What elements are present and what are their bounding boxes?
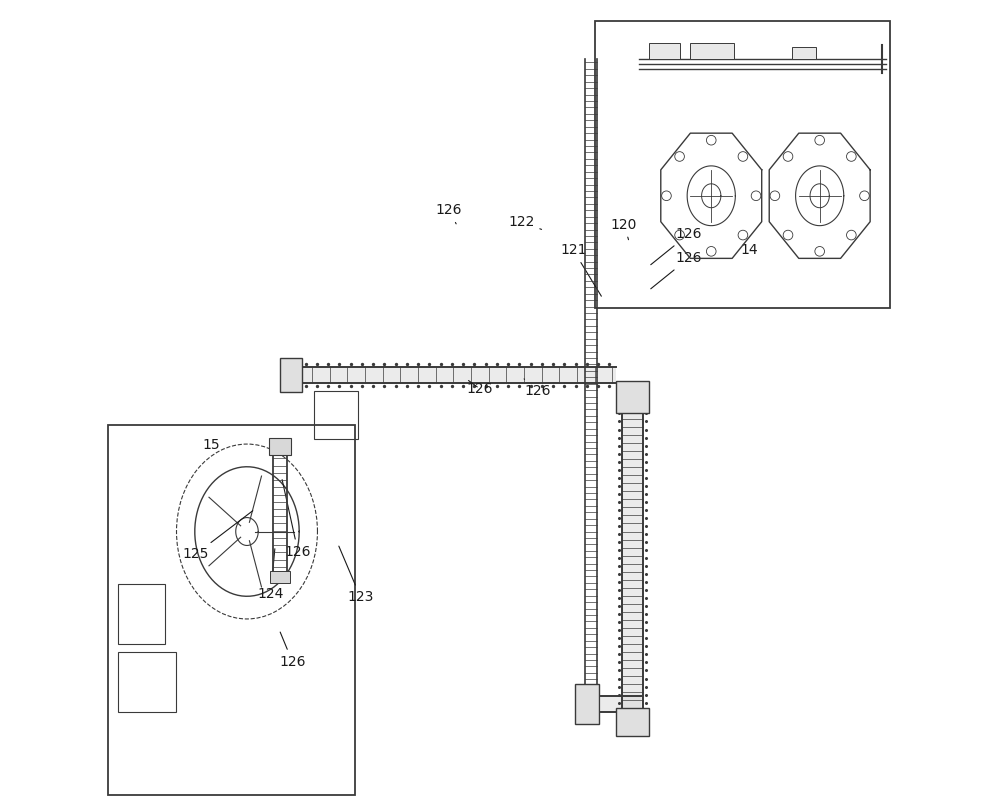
Bar xyxy=(616,381,649,413)
Bar xyxy=(622,395,643,725)
Text: 126: 126 xyxy=(651,251,702,289)
Bar xyxy=(118,652,176,713)
Bar xyxy=(649,44,680,59)
Bar xyxy=(118,584,165,644)
Bar xyxy=(280,358,302,392)
Text: 124: 124 xyxy=(257,549,284,601)
Bar xyxy=(595,21,890,308)
Bar xyxy=(601,696,641,713)
Bar xyxy=(269,438,291,455)
Bar xyxy=(314,391,358,439)
Bar xyxy=(616,708,649,736)
Bar xyxy=(298,367,616,383)
Text: 126: 126 xyxy=(651,227,702,264)
Text: 126: 126 xyxy=(279,632,306,669)
Bar xyxy=(792,48,816,59)
Text: 14: 14 xyxy=(740,243,758,257)
Bar xyxy=(690,44,734,59)
Text: 126: 126 xyxy=(282,480,311,559)
Text: 123: 123 xyxy=(339,546,374,604)
Text: 121: 121 xyxy=(560,243,601,297)
Text: 120: 120 xyxy=(611,218,637,239)
Text: 126: 126 xyxy=(436,203,462,224)
Text: 126: 126 xyxy=(524,379,551,398)
Text: 15: 15 xyxy=(202,438,220,452)
Bar xyxy=(108,426,355,795)
Bar xyxy=(575,684,599,725)
Bar xyxy=(270,571,290,583)
Text: 122: 122 xyxy=(508,215,542,230)
Text: 126: 126 xyxy=(466,380,493,396)
Text: 125: 125 xyxy=(183,511,253,561)
